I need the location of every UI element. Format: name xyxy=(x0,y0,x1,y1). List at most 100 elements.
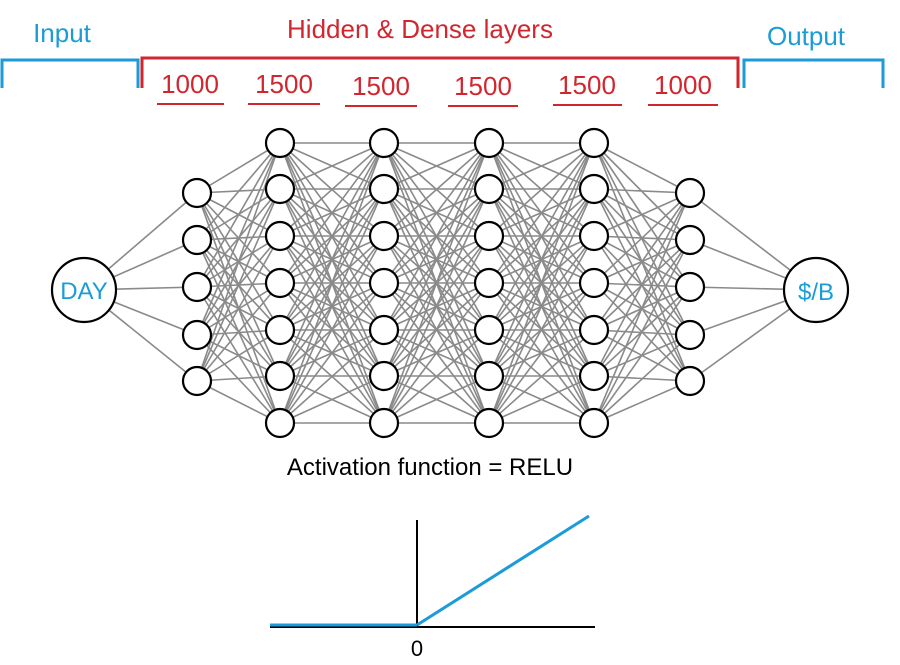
neuron xyxy=(368,220,400,252)
neuron xyxy=(473,127,505,159)
neuron xyxy=(264,360,296,392)
connection-edge xyxy=(383,142,490,424)
neuron xyxy=(264,407,296,439)
neuron xyxy=(181,365,213,397)
neuron xyxy=(674,177,706,209)
connection-edge xyxy=(593,192,691,331)
connection-edge xyxy=(593,286,691,424)
neuron xyxy=(473,220,505,252)
connection-edge xyxy=(488,188,595,424)
neuron xyxy=(264,314,296,346)
layer-size-6: 1000 xyxy=(654,70,712,100)
neuron xyxy=(578,407,610,439)
connection-edge xyxy=(279,142,385,377)
connection-edge xyxy=(383,142,490,237)
connection-edge xyxy=(488,142,595,377)
neuron xyxy=(264,173,296,205)
output-node xyxy=(782,256,850,324)
connection-edge xyxy=(383,329,490,424)
output-bracket xyxy=(742,58,885,88)
input-bracket xyxy=(0,58,140,88)
connection-edge xyxy=(196,142,281,241)
neuron xyxy=(674,365,706,397)
connection-edge xyxy=(383,235,490,424)
neuron xyxy=(578,220,610,252)
connection-edge xyxy=(488,142,595,284)
neuron xyxy=(181,224,213,256)
neuron xyxy=(674,271,706,303)
neuron xyxy=(368,407,400,439)
neuron xyxy=(181,271,213,303)
connection-edge xyxy=(279,142,385,284)
connection-edge xyxy=(593,334,691,424)
connection-edge xyxy=(383,142,490,331)
relu-linear-segment xyxy=(416,514,590,627)
neuron xyxy=(473,314,505,346)
output-node-label: $/B xyxy=(798,279,834,306)
connection-edge xyxy=(383,142,490,377)
connection-edge xyxy=(196,142,281,382)
connections xyxy=(83,142,817,424)
connection-edge xyxy=(196,282,281,382)
connection-edge xyxy=(593,142,691,194)
relu-origin-label: 0 xyxy=(411,636,423,661)
neuron xyxy=(473,360,505,392)
layer-size-3: 1500 xyxy=(352,71,410,101)
connection-edge xyxy=(383,375,490,424)
neuron xyxy=(473,407,505,439)
neuron xyxy=(368,173,400,205)
connection-edge xyxy=(279,282,385,424)
connection-edge xyxy=(593,192,691,377)
connection-edge xyxy=(488,142,595,237)
connection-edge xyxy=(196,142,281,194)
connection-edge xyxy=(488,142,595,331)
hidden-section-label: Hidden & Dense layers xyxy=(287,14,553,44)
connection-edge xyxy=(383,142,490,190)
layer-size-labels: 1000 1500 1500 1500 1500 1000 xyxy=(157,69,718,107)
layer-size-1: 1000 xyxy=(161,69,219,99)
connection-edge xyxy=(383,282,490,424)
connection-edge xyxy=(279,142,385,331)
relu-plot: 0 xyxy=(270,514,595,661)
connection-edge xyxy=(593,239,691,424)
connection-edge xyxy=(383,142,490,284)
connection-edge xyxy=(488,142,595,190)
connection-edge xyxy=(488,375,595,424)
hidden-bracket xyxy=(140,56,740,88)
connection-edge xyxy=(196,380,281,424)
neurons xyxy=(50,127,850,439)
output-section-label: Output xyxy=(767,21,846,51)
input-node-label: DAY xyxy=(60,278,108,305)
connection-edge xyxy=(279,142,385,190)
neuron xyxy=(181,319,213,351)
neuron xyxy=(578,267,610,299)
connection-edge xyxy=(593,192,691,284)
neuron xyxy=(264,127,296,159)
connection-edge xyxy=(593,192,691,424)
connection-edge xyxy=(196,235,281,382)
connection-edge xyxy=(488,282,595,424)
neuron xyxy=(473,267,505,299)
neuron xyxy=(674,319,706,351)
neuron xyxy=(368,267,400,299)
connection-edge xyxy=(593,192,691,237)
connection-edge xyxy=(196,142,281,288)
input-node xyxy=(50,256,118,324)
connection-edge xyxy=(279,188,385,424)
neuron xyxy=(368,127,400,159)
neuron xyxy=(674,224,706,256)
layer-size-5: 1500 xyxy=(558,70,616,100)
connection-edge xyxy=(279,329,385,424)
connection-edge xyxy=(488,329,595,424)
connection-edge xyxy=(488,142,595,424)
connection-edge xyxy=(279,142,385,237)
neuron xyxy=(578,314,610,346)
connection-edge xyxy=(593,188,691,194)
connection-edge xyxy=(196,188,281,382)
connection-edge xyxy=(279,142,385,424)
neuron xyxy=(578,360,610,392)
connection-edge xyxy=(593,380,691,424)
layer-size-4: 1500 xyxy=(454,71,512,101)
neuron xyxy=(578,127,610,159)
